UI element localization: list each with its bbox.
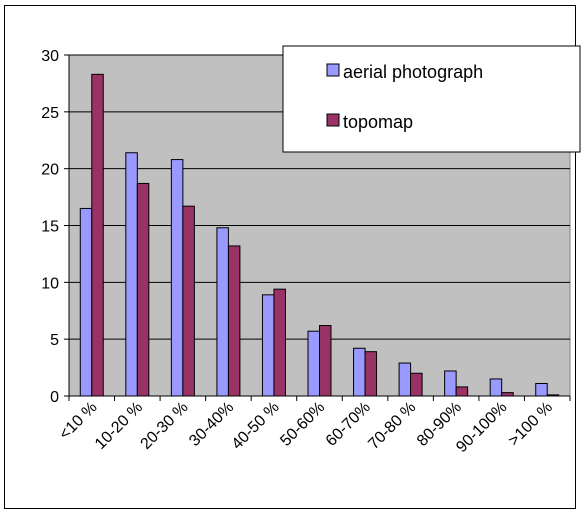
bar-aerial-photograph-0 <box>79 207 93 397</box>
bar-aerial-photograph-3 <box>216 227 229 397</box>
legend-label-aerial-photograph: aerial photograph <box>343 62 483 82</box>
x-tick-label: 20-30 % <box>138 399 192 453</box>
bar-aerial-photograph-2 <box>170 159 184 397</box>
bar-topomap-5 <box>319 325 332 397</box>
x-tick-label: 40-50 % <box>229 399 283 453</box>
bar-topomap-8 <box>455 386 469 397</box>
bar-topomap-0 <box>91 73 104 397</box>
bar-aerial-photograph-1 <box>125 152 138 397</box>
bar-aerial-photograph-4 <box>261 294 275 397</box>
bar-aerial-photograph-7 <box>398 362 412 397</box>
y-tick-labels: 0 5 10 15 20 25 30 <box>41 48 59 406</box>
y-tick-label: 30 <box>41 48 59 65</box>
bar-aerial-photograph-10 <box>535 382 548 397</box>
bar-aerial-photograph-5 <box>307 330 320 397</box>
bar-aerial-photograph-8 <box>444 370 457 397</box>
bar-topomap-6 <box>364 351 378 397</box>
x-tick-label: 50-60% <box>277 399 328 450</box>
bar-topomap-1 <box>136 182 150 397</box>
bar-topomap-3 <box>227 245 241 397</box>
legend-swatch-aerial-photograph <box>326 63 340 77</box>
y-tick-label: 5 <box>50 332 59 349</box>
y-tick-label: 20 <box>41 162 59 179</box>
y-tick-label: 25 <box>41 105 59 122</box>
bar-topomap-2 <box>182 205 195 397</box>
x-tick-label: 10-20 % <box>92 399 146 453</box>
x-tick-label: >100 % <box>505 399 556 450</box>
bar-aerial-photograph-6 <box>353 347 366 397</box>
y-tick-label: 15 <box>41 219 59 236</box>
legend-swatch-topomap <box>326 113 340 127</box>
y-tick-label: 10 <box>41 275 59 292</box>
bar-aerial-photograph-9 <box>489 378 503 397</box>
y-tick-label: 0 <box>50 389 59 406</box>
legend-label-topomap: topomap <box>343 112 413 132</box>
x-tick-label: <10 % <box>56 399 100 443</box>
bar-topomap-7 <box>410 372 423 397</box>
x-tick-labels: <10 %10-20 %20-30 %30-40%40-50 %50-60%60… <box>56 399 556 456</box>
x-tick-label: 90-100% <box>453 399 510 456</box>
bar-topomap-9 <box>501 392 514 397</box>
legend: aerial photograph topomap <box>282 45 581 153</box>
bar-topomap-4 <box>273 288 286 397</box>
x-tick-label: 70-80 % <box>365 399 419 453</box>
axes <box>64 54 571 401</box>
